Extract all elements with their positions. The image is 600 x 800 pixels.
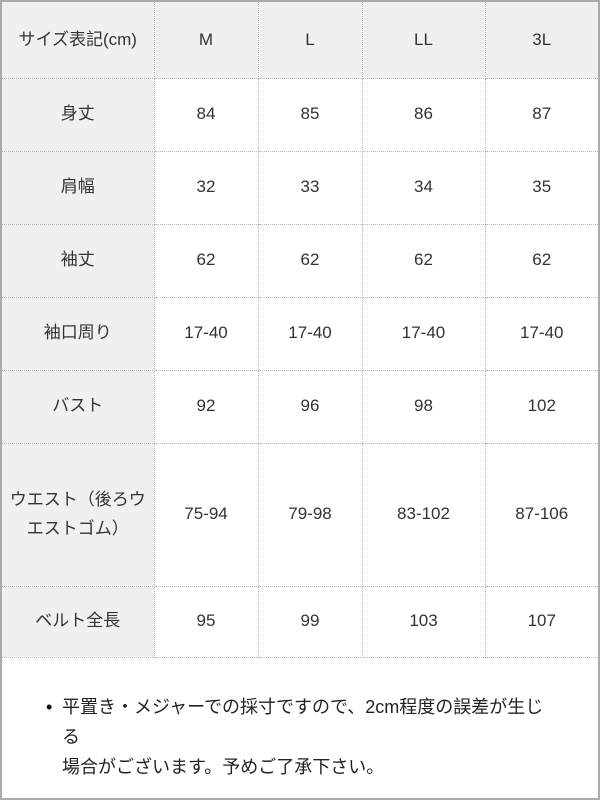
table-row-waist: ウエスト（後ろウエストゴム） 75-94 79-98 83-102 87-106: [2, 442, 598, 587]
size-header-ll: LL: [361, 2, 486, 79]
size-value-cell: 92: [153, 369, 259, 444]
size-value-cell: 79-98: [257, 442, 363, 587]
size-value-cell: 96: [257, 369, 363, 444]
size-value-cell: 87-106: [484, 442, 598, 587]
size-label-header: サイズ表記(cm): [2, 2, 155, 79]
size-value-cell: 85: [257, 77, 363, 152]
size-value-cell: 103: [361, 585, 486, 658]
table-row-bust: バスト 92 96 98 102: [2, 369, 598, 444]
size-value-cell: 17-40: [484, 296, 598, 371]
size-value-cell: 98: [361, 369, 486, 444]
size-value-cell: 35: [484, 150, 598, 225]
row-label: 身丈: [2, 77, 155, 152]
table-row-cuff-circumference: 袖口周り 17-40 17-40 17-40 17-40: [2, 296, 598, 371]
bullet-icon: •: [46, 696, 53, 717]
measurement-note-text: 平置き・メジャーでの採寸ですので、2cm程度の誤差が生じる 場合がございます。予…: [62, 692, 558, 782]
measurement-note: • 平置き・メジャーでの採寸ですので、2cm程度の誤差が生じる 場合がございます…: [46, 692, 558, 782]
size-value-cell: 33: [257, 150, 363, 225]
table-row-body-length: 身丈 84 85 86 87: [2, 77, 598, 152]
row-label: 袖口周り: [2, 296, 155, 371]
table-row-belt-length: ベルト全長 95 99 103 107: [2, 585, 598, 658]
size-table: サイズ表記(cm) M L LL 3L 身丈 84 85 86 87 肩幅 32…: [2, 2, 598, 658]
size-value-cell: 95: [153, 585, 259, 658]
row-label: ウエスト（後ろウエストゴム）: [2, 442, 155, 587]
size-value-cell: 75-94: [153, 442, 259, 587]
size-value-cell: 84: [153, 77, 259, 152]
size-value-cell: 99: [257, 585, 363, 658]
row-label: バスト: [2, 369, 155, 444]
size-table-header-row: サイズ表記(cm) M L LL 3L: [2, 2, 598, 79]
size-value-cell: 107: [484, 585, 598, 658]
size-header-m: M: [153, 2, 259, 79]
size-value-cell: 17-40: [257, 296, 363, 371]
size-value-cell: 62: [257, 223, 363, 298]
size-value-cell: 83-102: [361, 442, 486, 587]
table-row-sleeve-length: 袖丈 62 62 62 62: [2, 223, 598, 298]
size-value-cell: 17-40: [361, 296, 486, 371]
size-value-cell: 102: [484, 369, 598, 444]
size-header-l: L: [257, 2, 363, 79]
size-value-cell: 17-40: [153, 296, 259, 371]
size-header-3l: 3L: [484, 2, 598, 79]
row-label: ベルト全長: [2, 585, 155, 658]
size-value-cell: 32: [153, 150, 259, 225]
size-value-cell: 62: [361, 223, 486, 298]
row-label: 肩幅: [2, 150, 155, 225]
size-value-cell: 34: [361, 150, 486, 225]
measurement-note-section: • 平置き・メジャーでの採寸ですので、2cm程度の誤差が生じる 場合がございます…: [2, 657, 598, 798]
row-label: 袖丈: [2, 223, 155, 298]
size-value-cell: 62: [484, 223, 598, 298]
size-value-cell: 62: [153, 223, 259, 298]
table-row-shoulder-width: 肩幅 32 33 34 35: [2, 150, 598, 225]
size-value-cell: 86: [361, 77, 486, 152]
note-line-2: 場合がございます。予めご了承下さい。: [62, 756, 385, 777]
size-value-cell: 87: [484, 77, 598, 152]
note-line-1: 平置き・メジャーでの採寸ですので、2cm程度の誤差が生じる: [62, 696, 544, 747]
